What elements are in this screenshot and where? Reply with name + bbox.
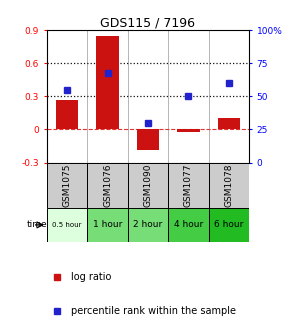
Text: GSM1075: GSM1075: [63, 164, 71, 207]
Bar: [168, 163, 209, 208]
Text: GSM1090: GSM1090: [144, 164, 152, 207]
Bar: [209, 208, 249, 242]
Text: 4 hour: 4 hour: [174, 220, 203, 229]
Bar: [87, 163, 128, 208]
Bar: [87, 208, 128, 242]
Text: log ratio: log ratio: [71, 272, 112, 282]
Text: GSM1078: GSM1078: [224, 164, 233, 207]
Bar: [209, 163, 249, 208]
Title: GDS115 / 7196: GDS115 / 7196: [100, 16, 195, 29]
Bar: [218, 118, 240, 129]
Bar: [137, 129, 159, 151]
Bar: [128, 163, 168, 208]
Bar: [47, 208, 87, 242]
Text: GSM1077: GSM1077: [184, 164, 193, 207]
Text: GSM1076: GSM1076: [103, 164, 112, 207]
Text: 2 hour: 2 hour: [133, 220, 163, 229]
Bar: [128, 208, 168, 242]
Bar: [47, 163, 87, 208]
Text: 1 hour: 1 hour: [93, 220, 122, 229]
Text: percentile rank within the sample: percentile rank within the sample: [71, 306, 236, 316]
Bar: [56, 100, 78, 129]
Text: 6 hour: 6 hour: [214, 220, 243, 229]
Bar: [177, 129, 200, 132]
Bar: [168, 208, 209, 242]
Text: 0.5 hour: 0.5 hour: [52, 222, 82, 228]
Text: time: time: [26, 220, 47, 229]
Bar: [96, 36, 119, 129]
